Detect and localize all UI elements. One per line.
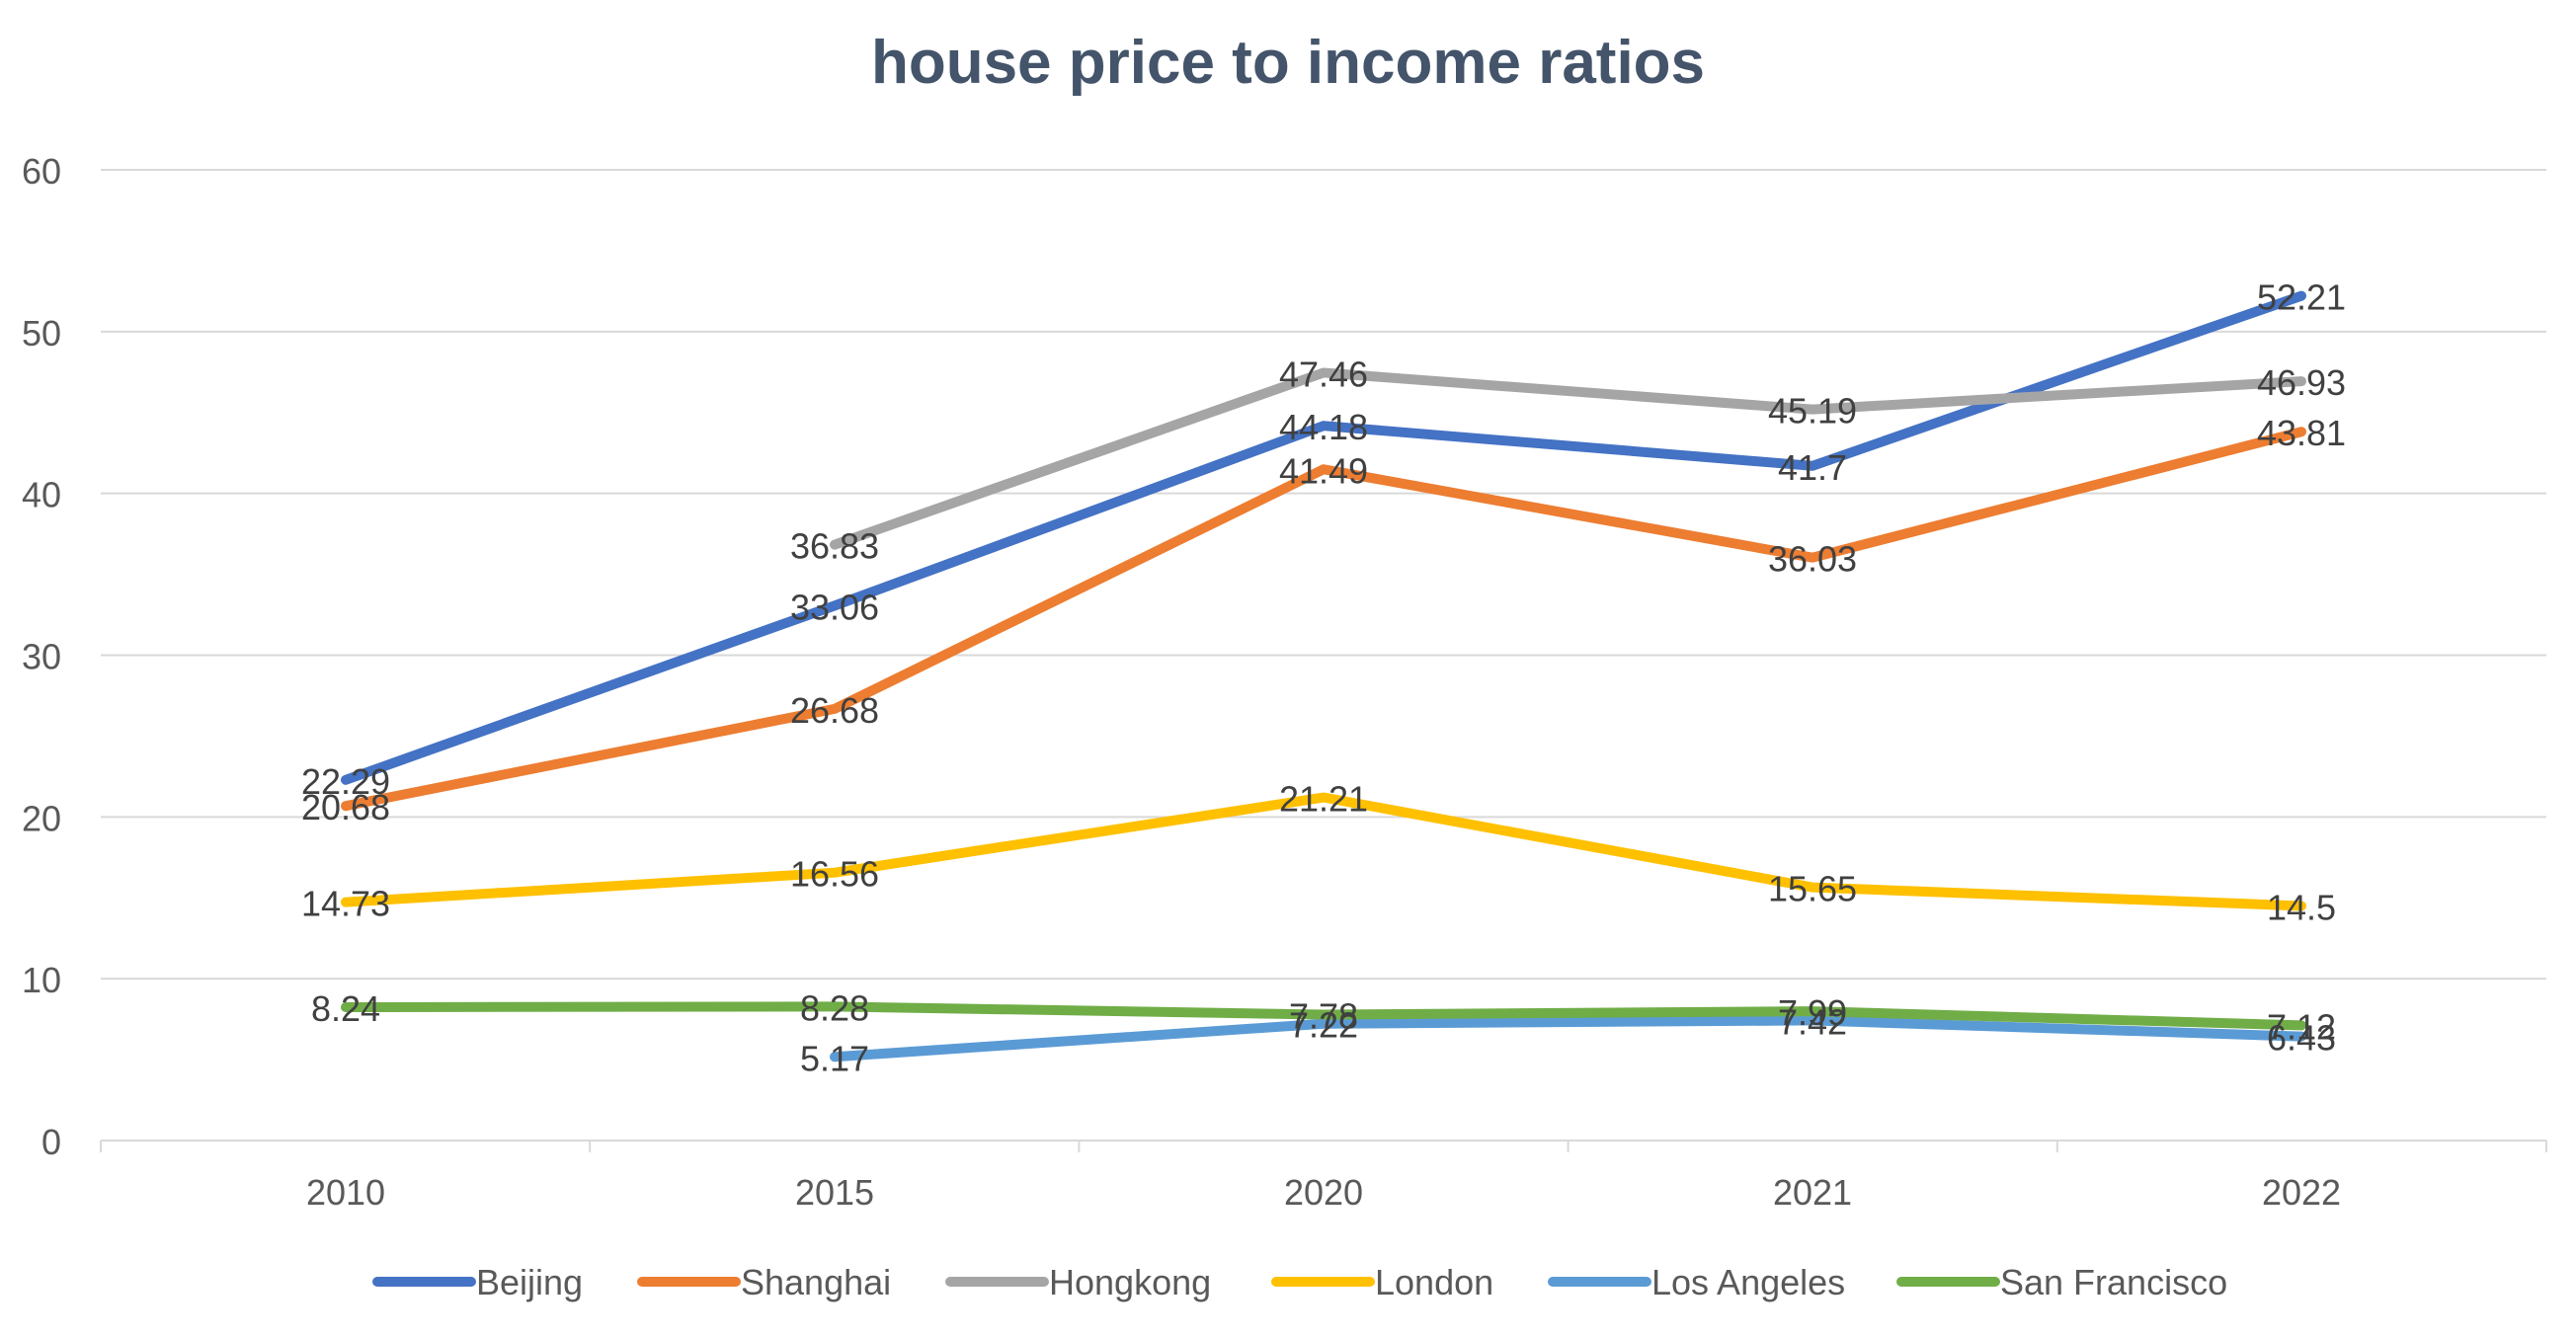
y-tick-label: 20: [22, 798, 61, 838]
data-label: 33.06: [790, 587, 879, 627]
data-label: 36.83: [790, 526, 879, 567]
data-label: 44.18: [1279, 407, 1368, 447]
y-tick-label: 30: [22, 637, 61, 677]
x-tick-label: 2020: [1284, 1172, 1363, 1213]
series-line-beijing: [341, 290, 2306, 785]
y-tick-label: 50: [22, 313, 61, 354]
data-label: 45.19: [1768, 391, 1857, 432]
series-line-los-angeles: [830, 1015, 2306, 1063]
series-line-shanghai: [341, 427, 2306, 812]
data-label: 46.93: [2257, 362, 2346, 403]
data-label: 7.99: [1778, 992, 1847, 1033]
gridlines: [101, 169, 2546, 981]
data-label: 41.49: [1279, 450, 1368, 491]
legend-label: San Francisco: [2000, 1262, 2227, 1302]
x-tick-label: 2022: [2262, 1172, 2341, 1213]
legend: Beijing Shanghai Hongkong London Los Angeles…: [372, 1262, 2227, 1302]
data-label: 41.7: [1778, 447, 1847, 488]
legend-label: Shanghai: [741, 1262, 891, 1302]
series-line-san-francisco: [341, 1001, 2306, 1031]
series-line-hongkong: [830, 367, 2306, 550]
legend-label: London: [1375, 1262, 1493, 1302]
data-label: 8.24: [311, 988, 380, 1029]
data-label: 5.17: [800, 1038, 869, 1078]
y-tick-label: 10: [22, 960, 61, 1000]
chart-title: house price to income ratios: [870, 29, 1706, 97]
data-label: 20.68: [301, 787, 390, 827]
y-tick-label: 0: [41, 1122, 61, 1162]
y-tick-label: 60: [22, 151, 61, 192]
legend-label: Hongkong: [1049, 1262, 1211, 1302]
data-label: 21.21: [1279, 779, 1368, 820]
data-label: 14.5: [2267, 887, 2336, 927]
x-tick-label: 2010: [306, 1172, 385, 1213]
axes: 0 10 20 30 40 50 60 2010 2015 2020 2021 2022: [22, 151, 2547, 1213]
data-label: 6.43: [2267, 1018, 2336, 1059]
legend-label: Los Angeles: [1651, 1262, 1845, 1302]
x-tick-label: 2015: [795, 1172, 874, 1213]
data-labels: 22.29 33.06 44.18 41.7 52.21 20.68 26.68 41.49 3…: [301, 277, 2346, 1079]
data-label: 14.73: [301, 884, 390, 924]
data-label: 8.28: [800, 987, 869, 1028]
y-tick-label: 40: [22, 475, 61, 515]
data-label: 7.22: [1289, 1005, 1358, 1046]
data-label: 22.29: [301, 761, 390, 802]
data-label: 43.81: [2257, 413, 2346, 453]
legend-label: Beijing: [476, 1262, 583, 1302]
series-line-london: [341, 792, 2306, 911]
data-label: 47.46: [1279, 354, 1368, 394]
data-label: 36.03: [1768, 539, 1857, 580]
data-label: 7.42: [1778, 1001, 1847, 1042]
data-label: 15.65: [1768, 869, 1857, 909]
data-label: 26.68: [790, 690, 879, 731]
series-lines: [341, 290, 2306, 1063]
data-label: 7.12: [2267, 1006, 2336, 1047]
data-label: 16.56: [790, 854, 879, 895]
data-label: 7.78: [1289, 996, 1358, 1037]
x-tick-label: 2021: [1773, 1172, 1852, 1213]
data-label: 52.21: [2257, 277, 2346, 318]
